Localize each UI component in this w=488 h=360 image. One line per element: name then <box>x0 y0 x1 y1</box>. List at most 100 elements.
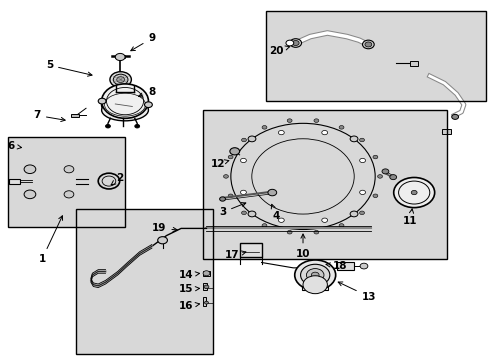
Bar <box>203 283 206 290</box>
Circle shape <box>229 148 239 155</box>
Circle shape <box>393 177 434 208</box>
Circle shape <box>313 230 318 234</box>
Circle shape <box>24 165 36 174</box>
Circle shape <box>244 134 361 220</box>
Circle shape <box>338 126 343 129</box>
Circle shape <box>267 189 276 196</box>
Circle shape <box>21 161 78 203</box>
Circle shape <box>451 114 458 120</box>
Circle shape <box>313 119 318 122</box>
Circle shape <box>359 263 367 269</box>
Circle shape <box>113 74 128 85</box>
Circle shape <box>241 211 246 215</box>
Circle shape <box>203 271 209 276</box>
Bar <box>71 114 79 117</box>
Circle shape <box>359 211 364 215</box>
Text: 12: 12 <box>210 159 228 169</box>
Circle shape <box>372 194 377 198</box>
Text: 14: 14 <box>178 270 199 280</box>
Circle shape <box>204 301 208 304</box>
Text: 16: 16 <box>179 301 199 311</box>
Circle shape <box>283 162 322 191</box>
Circle shape <box>110 72 131 87</box>
Circle shape <box>105 125 110 128</box>
Circle shape <box>292 41 299 45</box>
Circle shape <box>294 260 335 290</box>
Circle shape <box>349 136 357 142</box>
Text: 11: 11 <box>402 209 417 226</box>
Circle shape <box>115 53 125 60</box>
Circle shape <box>135 125 140 128</box>
Bar <box>203 271 209 276</box>
Circle shape <box>289 39 301 47</box>
Circle shape <box>222 117 383 235</box>
Text: 5: 5 <box>46 60 92 76</box>
Text: 1: 1 <box>39 216 62 264</box>
Circle shape <box>241 138 246 142</box>
Circle shape <box>64 191 74 198</box>
Bar <box>8 137 125 226</box>
Circle shape <box>144 102 152 108</box>
Circle shape <box>240 190 246 194</box>
Circle shape <box>286 230 291 234</box>
Circle shape <box>321 218 327 222</box>
Text: 2: 2 <box>111 173 123 185</box>
Circle shape <box>228 194 233 198</box>
Circle shape <box>306 269 324 282</box>
Text: 20: 20 <box>268 46 289 56</box>
Text: 7: 7 <box>34 111 65 122</box>
Text: 17: 17 <box>224 250 245 260</box>
Bar <box>409 61 417 66</box>
Bar <box>76 209 212 354</box>
Circle shape <box>389 175 396 180</box>
Circle shape <box>98 98 106 104</box>
Circle shape <box>377 175 382 178</box>
Bar <box>9 179 20 184</box>
Circle shape <box>27 166 71 198</box>
Circle shape <box>410 190 416 195</box>
Circle shape <box>311 272 319 278</box>
Text: 13: 13 <box>338 282 375 302</box>
Bar <box>76 209 212 354</box>
Circle shape <box>264 148 341 205</box>
Circle shape <box>223 175 228 178</box>
Circle shape <box>359 158 365 163</box>
Text: 8: 8 <box>138 87 155 97</box>
Circle shape <box>278 218 284 222</box>
Circle shape <box>35 171 64 193</box>
Bar <box>115 55 125 58</box>
Circle shape <box>228 155 233 159</box>
Circle shape <box>303 276 327 294</box>
Text: 18: 18 <box>325 261 346 271</box>
Circle shape <box>381 169 388 174</box>
Circle shape <box>372 155 377 159</box>
Circle shape <box>24 190 36 199</box>
Circle shape <box>338 224 343 227</box>
Circle shape <box>278 130 284 135</box>
Text: 6: 6 <box>8 141 21 151</box>
Text: 15: 15 <box>179 284 199 294</box>
Circle shape <box>158 237 167 244</box>
Text: 3: 3 <box>219 203 245 217</box>
Bar <box>239 243 261 257</box>
Circle shape <box>42 176 57 187</box>
Text: 4: 4 <box>271 204 279 221</box>
Circle shape <box>117 77 124 82</box>
Circle shape <box>359 190 365 194</box>
Bar <box>8 137 125 226</box>
Circle shape <box>273 155 331 198</box>
Bar <box>336 262 353 270</box>
Bar <box>441 130 450 134</box>
Bar <box>203 297 206 306</box>
Circle shape <box>203 285 208 289</box>
Bar <box>203 110 446 259</box>
Circle shape <box>362 40 373 49</box>
Ellipse shape <box>102 91 148 118</box>
Circle shape <box>300 264 329 286</box>
Text: 19: 19 <box>152 224 177 233</box>
Circle shape <box>262 126 266 129</box>
Circle shape <box>219 197 225 201</box>
Bar <box>266 12 485 101</box>
Circle shape <box>262 224 266 227</box>
Ellipse shape <box>102 99 148 121</box>
